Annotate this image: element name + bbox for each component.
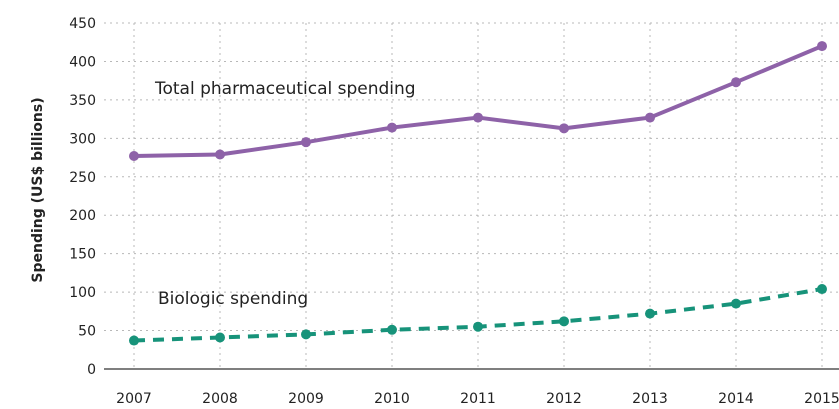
y-tick-label: 250 — [69, 170, 96, 186]
data-point-0-2009 — [301, 137, 311, 148]
data-point-0-2010 — [387, 122, 397, 133]
x-tick-label: 2015 — [804, 391, 839, 407]
series-label-biologic-spending: Biologic spending — [158, 289, 308, 309]
y-tick-label: 400 — [69, 54, 96, 70]
grid — [104, 22, 839, 369]
x-tick-label: 2014 — [718, 391, 754, 407]
y-tick-label: 100 — [69, 285, 96, 301]
x-tick-label: 2007 — [116, 391, 152, 407]
data-point-1-2008 — [215, 332, 225, 343]
y-tick-label: 50 — [78, 324, 96, 340]
y-tick-label: 350 — [69, 93, 96, 109]
y-tick-label: 0 — [87, 362, 96, 378]
data-point-0-2014 — [731, 77, 741, 88]
y-axis-title: Spending (US$ billions) — [30, 97, 46, 282]
y-tick-label: 300 — [69, 131, 96, 147]
y-tick-label: 200 — [69, 208, 96, 224]
data-point-0-2007 — [129, 151, 139, 162]
data-point-1-2009 — [301, 329, 311, 340]
x-tick-label: 2013 — [632, 391, 668, 407]
series-label-total-pharmaceutical-spending: Total pharmaceutical spending — [154, 79, 416, 99]
x-tick-label: 2008 — [202, 391, 238, 407]
x-tick-label: 2011 — [460, 391, 496, 407]
data-point-1-2015 — [817, 284, 827, 295]
y-tick-label: 150 — [69, 247, 96, 263]
x-tick-label: 2009 — [288, 391, 324, 407]
data-point-1-2007 — [129, 335, 139, 346]
data-point-1-2010 — [387, 324, 397, 335]
data-point-0-2012 — [559, 123, 569, 134]
data-point-1-2011 — [473, 321, 483, 332]
axes: 0 50 100 150 200 250 300 350 400 450 2007 2008 2009 2… — [69, 16, 839, 407]
data-point-1-2013 — [645, 308, 655, 319]
y-tick-label: 450 — [69, 16, 96, 32]
data-point-1-2014 — [731, 298, 741, 309]
data-point-0-2015 — [817, 41, 827, 52]
data-point-1-2012 — [559, 316, 569, 327]
series — [129, 41, 827, 346]
x-tick-label: 2012 — [546, 391, 582, 407]
data-point-0-2008 — [215, 149, 225, 160]
data-point-0-2011 — [473, 112, 483, 123]
x-tick-label: 2010 — [374, 391, 410, 407]
data-point-0-2013 — [645, 112, 655, 123]
